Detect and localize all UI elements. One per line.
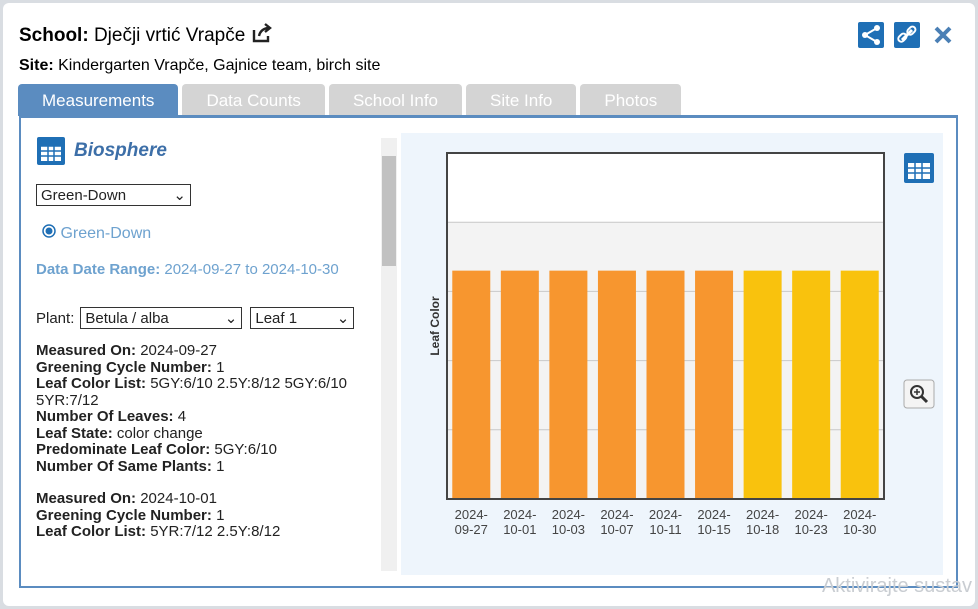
measurement-field: Measured On: 2024-10-01 <box>36 490 381 508</box>
x-tick-label: 2024-09-27 <box>454 507 488 537</box>
bar <box>840 270 879 499</box>
x-tick-label: 2024-10-15 <box>697 507 731 537</box>
field-label: Number Of Same Plants: <box>36 457 212 475</box>
bar <box>500 270 539 499</box>
date-range: Data Date Range: 2024-09-27 to 2024-10-3… <box>36 257 381 283</box>
measurements: Measured On: 2024-09-27 Greening Cycle Nu… <box>36 342 381 541</box>
measurement-field: Leaf Color List: 5GY:6/10 2.5Y:8/12 5GY:… <box>36 375 381 409</box>
protocol-select[interactable]: Green-Down ⌄ <box>36 184 191 206</box>
field-label: Measured On: <box>36 342 137 359</box>
chart-table-button[interactable] <box>904 153 934 183</box>
toolbar <box>858 22 952 48</box>
leaf-select[interactable]: Leaf 1 ⌄ <box>250 307 355 329</box>
site-label: Site: <box>19 57 54 74</box>
protocol-row: Green-Down ⌄ <box>36 184 381 206</box>
x-tick-label: 2024-10-01 <box>503 507 537 537</box>
popup: School: Dječji vrtić Vrapče Site: Kinder… <box>3 3 975 606</box>
field-label: Greening Cycle Number: <box>36 506 212 524</box>
leaf-value: Leaf 1 <box>255 309 298 327</box>
bar <box>597 270 636 499</box>
bar <box>452 270 491 499</box>
field-value: 5YR:7/12 2.5Y:8/12 <box>150 523 281 540</box>
measurement-field: Predominate Leaf Color: 5GY:6/10 <box>36 441 381 459</box>
bar <box>695 270 734 499</box>
measurement-field: Measured On: 2024-09-27 <box>36 342 381 360</box>
site-name: Kindergarten Vrapče, Gajnice team, birch… <box>58 57 381 74</box>
field-label: Leaf State: <box>36 424 113 442</box>
plant-label: Plant: <box>36 309 75 327</box>
share-button[interactable] <box>858 22 884 48</box>
measurement: Measured On: 2024-09-27 Greening Cycle Nu… <box>36 342 381 476</box>
tab[interactable]: Data Counts <box>182 84 325 116</box>
x-tick-label: 2024-10-11 <box>648 507 683 537</box>
plant-value: Betula / alba <box>85 309 169 327</box>
measurement-field: Greening Cycle Number: 1 <box>36 358 381 377</box>
tab[interactable]: Measurements <box>18 84 179 116</box>
table-icon[interactable] <box>36 136 66 166</box>
close-button[interactable] <box>934 26 952 44</box>
field-value: 2024-10-01 <box>140 490 217 507</box>
chart: Leaf Color <box>428 152 935 500</box>
tab[interactable]: Photos <box>580 84 682 116</box>
x-tick-label: 2024-10-18 <box>745 507 780 537</box>
plot-frame <box>446 152 885 500</box>
plant-row: Plant: Betula / alba ⌄ Leaf 1 ⌄ <box>36 307 381 329</box>
measurement-field: Leaf State: color change <box>36 424 381 443</box>
field-value: color change <box>116 424 203 442</box>
measurement-field: Number Of Same Plants: 1 <box>36 457 381 476</box>
field-value: 2024-09-27 <box>140 342 217 359</box>
y-axis-label: Leaf Color <box>428 296 442 356</box>
tab[interactable]: Site Info <box>466 84 577 116</box>
bar <box>549 270 588 499</box>
chart-panel: Leaf Color 2024-09-27 2024-10-01 2024-10-0… <box>401 133 943 575</box>
field-value: 5GY:6/10 <box>214 441 277 458</box>
school-name: Dječji vrtić Vrapče <box>93 25 246 46</box>
protocol-value: Green-Down <box>41 186 127 204</box>
panel-header: Biosphere <box>36 136 381 166</box>
radio[interactable] <box>42 224 56 238</box>
field-label: Measured On: <box>36 490 137 507</box>
left-panel: Biosphere Green-Down ⌄ Green-Down Data Da… <box>36 136 381 572</box>
x-tick-label: 2024-10-23 <box>794 507 828 537</box>
radio-label: Green-Down <box>60 225 152 242</box>
plant-select[interactable]: Betula / alba ⌄ <box>80 307 243 329</box>
field-label: Predominate Leaf Color: <box>36 441 211 458</box>
bar <box>743 270 782 499</box>
field-value: 1 <box>216 358 225 376</box>
measurement-field: Leaf Color List: 5YR:7/12 2.5Y:8/12 <box>36 523 381 541</box>
x-tick-label: 2024-10-03 <box>551 507 585 537</box>
zoom-button[interactable] <box>903 379 935 409</box>
site-line: Site: Kindergarten Vrapče, Gajnice team,… <box>19 57 380 75</box>
content-box: Biosphere Green-Down ⌄ Green-Down Data Da… <box>19 115 958 588</box>
field-label: Greening Cycle Number: <box>36 358 212 376</box>
measurement: Measured On: 2024-10-01 Greening Cycle Nu… <box>36 490 381 541</box>
field-value: 1 <box>216 457 225 475</box>
panel-title: Biosphere <box>74 140 167 161</box>
field-label: Number Of Leaves: <box>36 408 174 425</box>
radio-row: Green-Down <box>42 224 381 243</box>
field-value: 5GY:6/10 2.5Y:8/12 5GY:6/10 5YR:7/12 <box>36 375 348 409</box>
date-range-label: Data Date Range: <box>36 261 161 278</box>
field-value: 4 <box>177 408 187 425</box>
link-button[interactable] <box>894 22 920 48</box>
x-tick-label: 2024-10-07 <box>600 507 634 537</box>
bar <box>792 270 831 499</box>
bar <box>646 270 685 499</box>
field-value: 1 <box>216 506 225 524</box>
school-line: School: Dječji vrtić Vrapče <box>19 23 273 47</box>
school-label: School: <box>19 25 89 46</box>
tab[interactable]: School Info <box>328 84 462 116</box>
x-tick-label: 2024-10-30 <box>843 507 877 537</box>
watermark: Aktivirajte sustav <box>821 575 972 597</box>
tabs: Measurements Data Counts School Info Site I… <box>18 84 682 116</box>
measurement-field: Number Of Leaves: 4 <box>36 408 381 426</box>
field-label: Leaf Color List: <box>36 375 147 392</box>
scroll-thumb[interactable] <box>382 156 396 266</box>
measurement-field: Greening Cycle Number: 1 <box>36 506 381 525</box>
date-range-value: 2024-09-27 to 2024-10-30 <box>164 261 339 278</box>
field-label: Leaf Color List: <box>36 523 147 540</box>
open-icon[interactable] <box>251 23 273 43</box>
